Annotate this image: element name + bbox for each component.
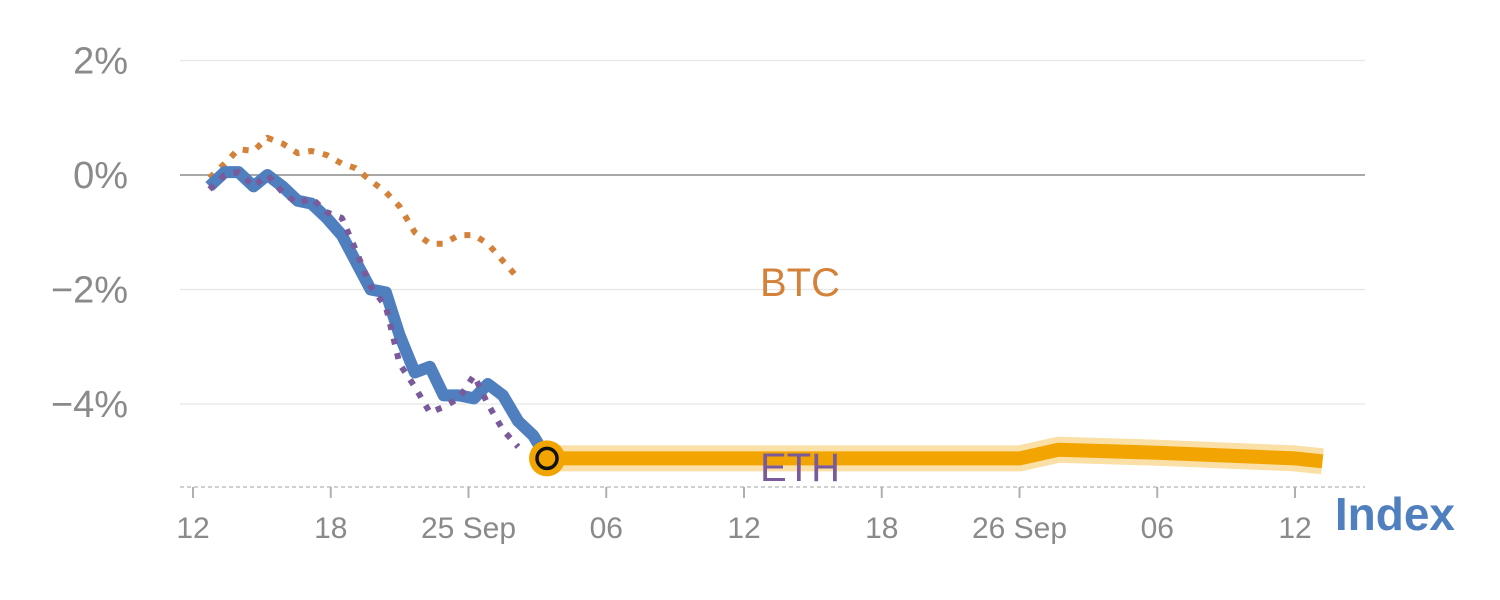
x-tick-label: 06 [590, 512, 623, 545]
x-tick-label: 26 Sep [972, 512, 1067, 545]
y-tick-label: 0% [73, 155, 128, 197]
y-tick-label: −2% [51, 270, 128, 312]
y-tick-label: 2% [73, 41, 128, 83]
x-tick-label: 06 [1141, 512, 1174, 545]
eth-line [207, 169, 521, 449]
series-layer [205, 134, 1324, 477]
x-tick-label: 12 [1278, 512, 1311, 545]
current-point-marker [535, 446, 559, 471]
index-line [205, 166, 553, 462]
y-tick-label: −4% [51, 384, 128, 426]
x-tick-label: 18 [314, 512, 347, 545]
x-tick-label: 12 [176, 512, 209, 545]
x-axis-ticks: 12 18 25 Sep 06 12 18 26 Sep 06 12 [176, 487, 1312, 545]
series-labels: BTC ETH [760, 261, 840, 490]
index-label: Index [1335, 488, 1456, 540]
y-axis-ticks: 2% 0% −2% −4% [51, 41, 128, 427]
btc-line [207, 134, 521, 281]
x-tick-label: 12 [727, 512, 760, 545]
current-point-marker-ring [529, 440, 566, 477]
forecast-line [547, 442, 1324, 469]
x-tick-label: 18 [865, 512, 898, 545]
eth-series-label: ETH [760, 446, 840, 490]
btc-series-label: BTC [760, 261, 840, 305]
gridlines [180, 59, 1365, 405]
x-tick-label: 25 Sep [421, 512, 516, 545]
